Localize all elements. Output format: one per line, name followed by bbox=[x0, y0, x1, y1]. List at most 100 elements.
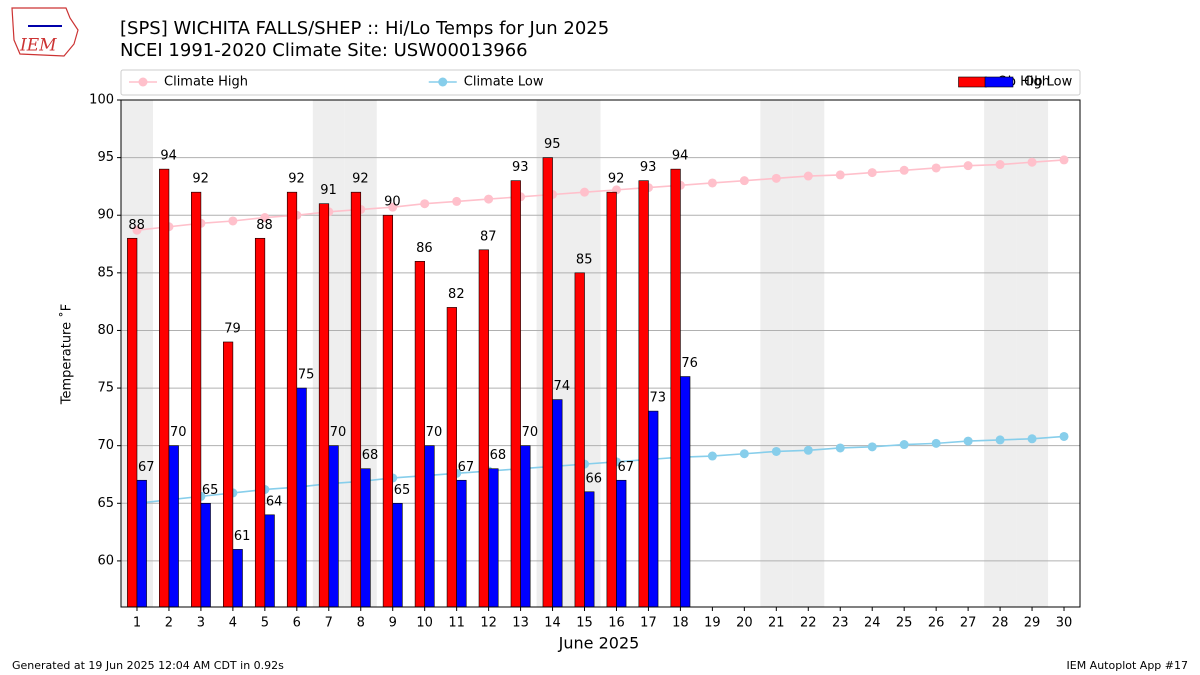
x-tick-label: 20 bbox=[736, 616, 753, 631]
footer-left: Generated at 19 Jun 2025 12:04 AM CDT in… bbox=[12, 659, 284, 672]
value-label: 93 bbox=[512, 160, 529, 175]
bar bbox=[254, 237, 266, 608]
y-tick-label: 80 bbox=[97, 323, 114, 338]
value-label: 82 bbox=[448, 287, 465, 302]
y-tick-label: 60 bbox=[97, 553, 114, 568]
x-tick-label: 23 bbox=[832, 616, 849, 631]
bar bbox=[222, 341, 234, 608]
bar bbox=[191, 191, 202, 608]
bar bbox=[478, 249, 489, 608]
x-tick-label: 16 bbox=[608, 616, 625, 631]
marker bbox=[899, 440, 909, 450]
value-label: 90 bbox=[384, 195, 401, 210]
bar bbox=[127, 237, 138, 608]
marker bbox=[963, 436, 973, 446]
value-label: 66 bbox=[586, 471, 603, 486]
value-label: 92 bbox=[288, 172, 305, 187]
marker bbox=[388, 202, 398, 212]
value-label: 93 bbox=[640, 160, 657, 175]
y-tick-label: 70 bbox=[97, 438, 114, 453]
marker bbox=[803, 171, 813, 181]
value-label: 88 bbox=[128, 218, 145, 233]
plot-frame bbox=[120, 99, 1081, 608]
value-label: 61 bbox=[234, 529, 251, 544]
x-tick-label: 25 bbox=[896, 616, 913, 631]
x-tick-label: 3 bbox=[197, 616, 205, 631]
y-tick-label: 95 bbox=[97, 150, 114, 165]
value-label: 67 bbox=[458, 460, 475, 475]
y-tick-label: 75 bbox=[97, 381, 114, 396]
value-label: 65 bbox=[394, 483, 411, 498]
legend-marker bbox=[138, 77, 148, 87]
y-tick-label: 65 bbox=[97, 496, 114, 511]
value-label: 94 bbox=[672, 149, 689, 164]
value-label: 92 bbox=[608, 172, 625, 187]
bar bbox=[168, 445, 179, 608]
bar bbox=[200, 502, 211, 608]
x-tick-label: 13 bbox=[512, 616, 529, 631]
bar bbox=[382, 214, 394, 608]
x-tick-label: 1 bbox=[133, 616, 141, 631]
bar bbox=[232, 549, 243, 608]
marker bbox=[835, 443, 845, 453]
value-label: 74 bbox=[554, 379, 571, 394]
marker bbox=[771, 173, 781, 183]
x-tick-label: 17 bbox=[640, 616, 657, 631]
value-label: 79 bbox=[224, 321, 241, 336]
value-label: 85 bbox=[576, 252, 593, 267]
value-label: 92 bbox=[352, 172, 369, 187]
legend-swatch bbox=[958, 76, 987, 88]
marker bbox=[803, 445, 813, 455]
value-label: 67 bbox=[138, 460, 155, 475]
legend-marker bbox=[438, 77, 448, 87]
x-tick-label: 2 bbox=[165, 616, 173, 631]
x-tick-label: 11 bbox=[448, 616, 465, 631]
marker bbox=[835, 170, 845, 180]
bar bbox=[414, 261, 425, 608]
bar bbox=[616, 479, 627, 608]
x-tick-label: 24 bbox=[864, 616, 881, 631]
bar bbox=[392, 502, 403, 608]
legend-label: Climate High bbox=[164, 75, 248, 90]
value-label: 65 bbox=[202, 483, 219, 498]
x-tick-label: 15 bbox=[576, 616, 593, 631]
weekend-shade bbox=[792, 100, 825, 607]
value-label: 75 bbox=[298, 368, 315, 383]
bar bbox=[350, 191, 362, 608]
x-tick-label: 22 bbox=[800, 616, 817, 631]
x-tick-label: 21 bbox=[768, 616, 785, 631]
marker bbox=[739, 176, 749, 186]
marker bbox=[995, 435, 1005, 445]
marker bbox=[867, 168, 877, 178]
bar bbox=[574, 272, 585, 608]
marker bbox=[739, 449, 749, 459]
value-label: 70 bbox=[170, 425, 187, 440]
x-axis-label: June 2025 bbox=[558, 634, 640, 653]
logo-text: IEM bbox=[19, 36, 57, 56]
marker bbox=[452, 196, 462, 206]
x-tick-label: 9 bbox=[389, 616, 397, 631]
value-label: 87 bbox=[480, 229, 497, 244]
marker bbox=[580, 187, 590, 197]
value-label: 73 bbox=[649, 391, 666, 406]
y-tick-label: 100 bbox=[89, 93, 114, 108]
value-label: 68 bbox=[490, 448, 507, 463]
marker bbox=[228, 216, 238, 226]
value-label: 94 bbox=[160, 149, 177, 164]
x-tick-label: 7 bbox=[325, 616, 333, 631]
logo: IEM bbox=[11, 7, 79, 57]
y-axis-label: Temperature ˚F bbox=[59, 304, 75, 405]
x-tick-label: 4 bbox=[229, 616, 237, 631]
marker bbox=[931, 163, 941, 173]
marker bbox=[707, 451, 717, 461]
value-label: 70 bbox=[426, 425, 443, 440]
weekend-shade bbox=[984, 100, 1017, 607]
marker bbox=[260, 213, 270, 223]
marker bbox=[1059, 155, 1069, 165]
marker bbox=[484, 194, 494, 204]
bar bbox=[542, 157, 553, 608]
chart-subtitle: NCEI 1991-2020 Climate Site: USW00013966 bbox=[120, 40, 528, 61]
bar bbox=[286, 191, 298, 608]
